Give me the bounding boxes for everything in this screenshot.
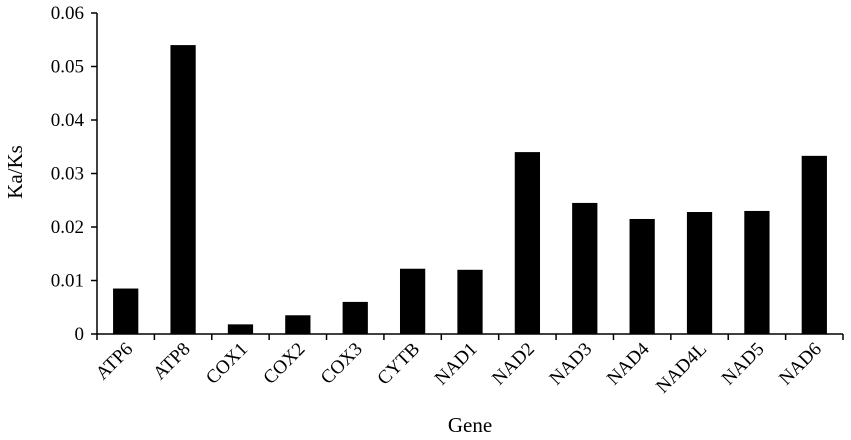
bars-group bbox=[113, 45, 827, 334]
y-tick-label: 0.03 bbox=[51, 164, 84, 185]
bar-cox3 bbox=[342, 301, 368, 334]
x-tick-label: NAD3 bbox=[546, 339, 597, 390]
y-axis-title: Ka/Ks bbox=[3, 145, 27, 199]
x-axis: ATP6 ATP8 COX1 COX2 COX3 CYTB NAD1 NAD2 NAD3 NAD4… bbox=[92, 333, 844, 398]
x-tick-label: ATP6 bbox=[92, 339, 137, 384]
y-tick-label: 0 bbox=[75, 324, 85, 345]
bar-atp8 bbox=[170, 45, 196, 334]
bar-atp6 bbox=[113, 288, 139, 334]
x-tick-label: NAD1 bbox=[431, 339, 482, 390]
bar-nad4l bbox=[686, 212, 713, 334]
bar-nad2 bbox=[514, 152, 541, 334]
bar-nad3 bbox=[572, 202, 598, 334]
x-tick-label: NAD4 bbox=[603, 338, 654, 389]
x-tick-label: NAD2 bbox=[488, 339, 539, 390]
y-tick-label: 0.01 bbox=[51, 271, 84, 292]
x-tick-label: NAD5 bbox=[718, 339, 769, 390]
x-tick-label: COX3 bbox=[317, 339, 367, 389]
bar-nad4 bbox=[629, 218, 655, 334]
bar-cox2 bbox=[285, 315, 311, 334]
bar-cox1 bbox=[227, 324, 254, 334]
y-tick-label: 0.04 bbox=[51, 110, 85, 131]
y-axis: 0 0.01 0.02 0.03 0.04 0.05 0.06 bbox=[51, 3, 98, 345]
bar-nad6 bbox=[801, 155, 827, 334]
bar-nad5 bbox=[744, 210, 770, 334]
bar-nad1 bbox=[457, 269, 483, 334]
x-axis-title: Gene bbox=[448, 413, 492, 437]
x-tick-label: CYTB bbox=[373, 339, 424, 390]
y-tick-label: 0.06 bbox=[51, 3, 84, 24]
y-tick-label: 0.02 bbox=[51, 217, 84, 238]
x-tick-label: ATP8 bbox=[149, 339, 194, 384]
x-tick-label: NAD6 bbox=[775, 339, 826, 390]
y-tick-label: 0.05 bbox=[51, 57, 84, 78]
x-tick-label: NAD4L bbox=[652, 339, 711, 398]
bar-cytb bbox=[399, 268, 426, 334]
x-tick-label: COX1 bbox=[202, 339, 252, 389]
x-tick-label: COX2 bbox=[259, 339, 309, 389]
